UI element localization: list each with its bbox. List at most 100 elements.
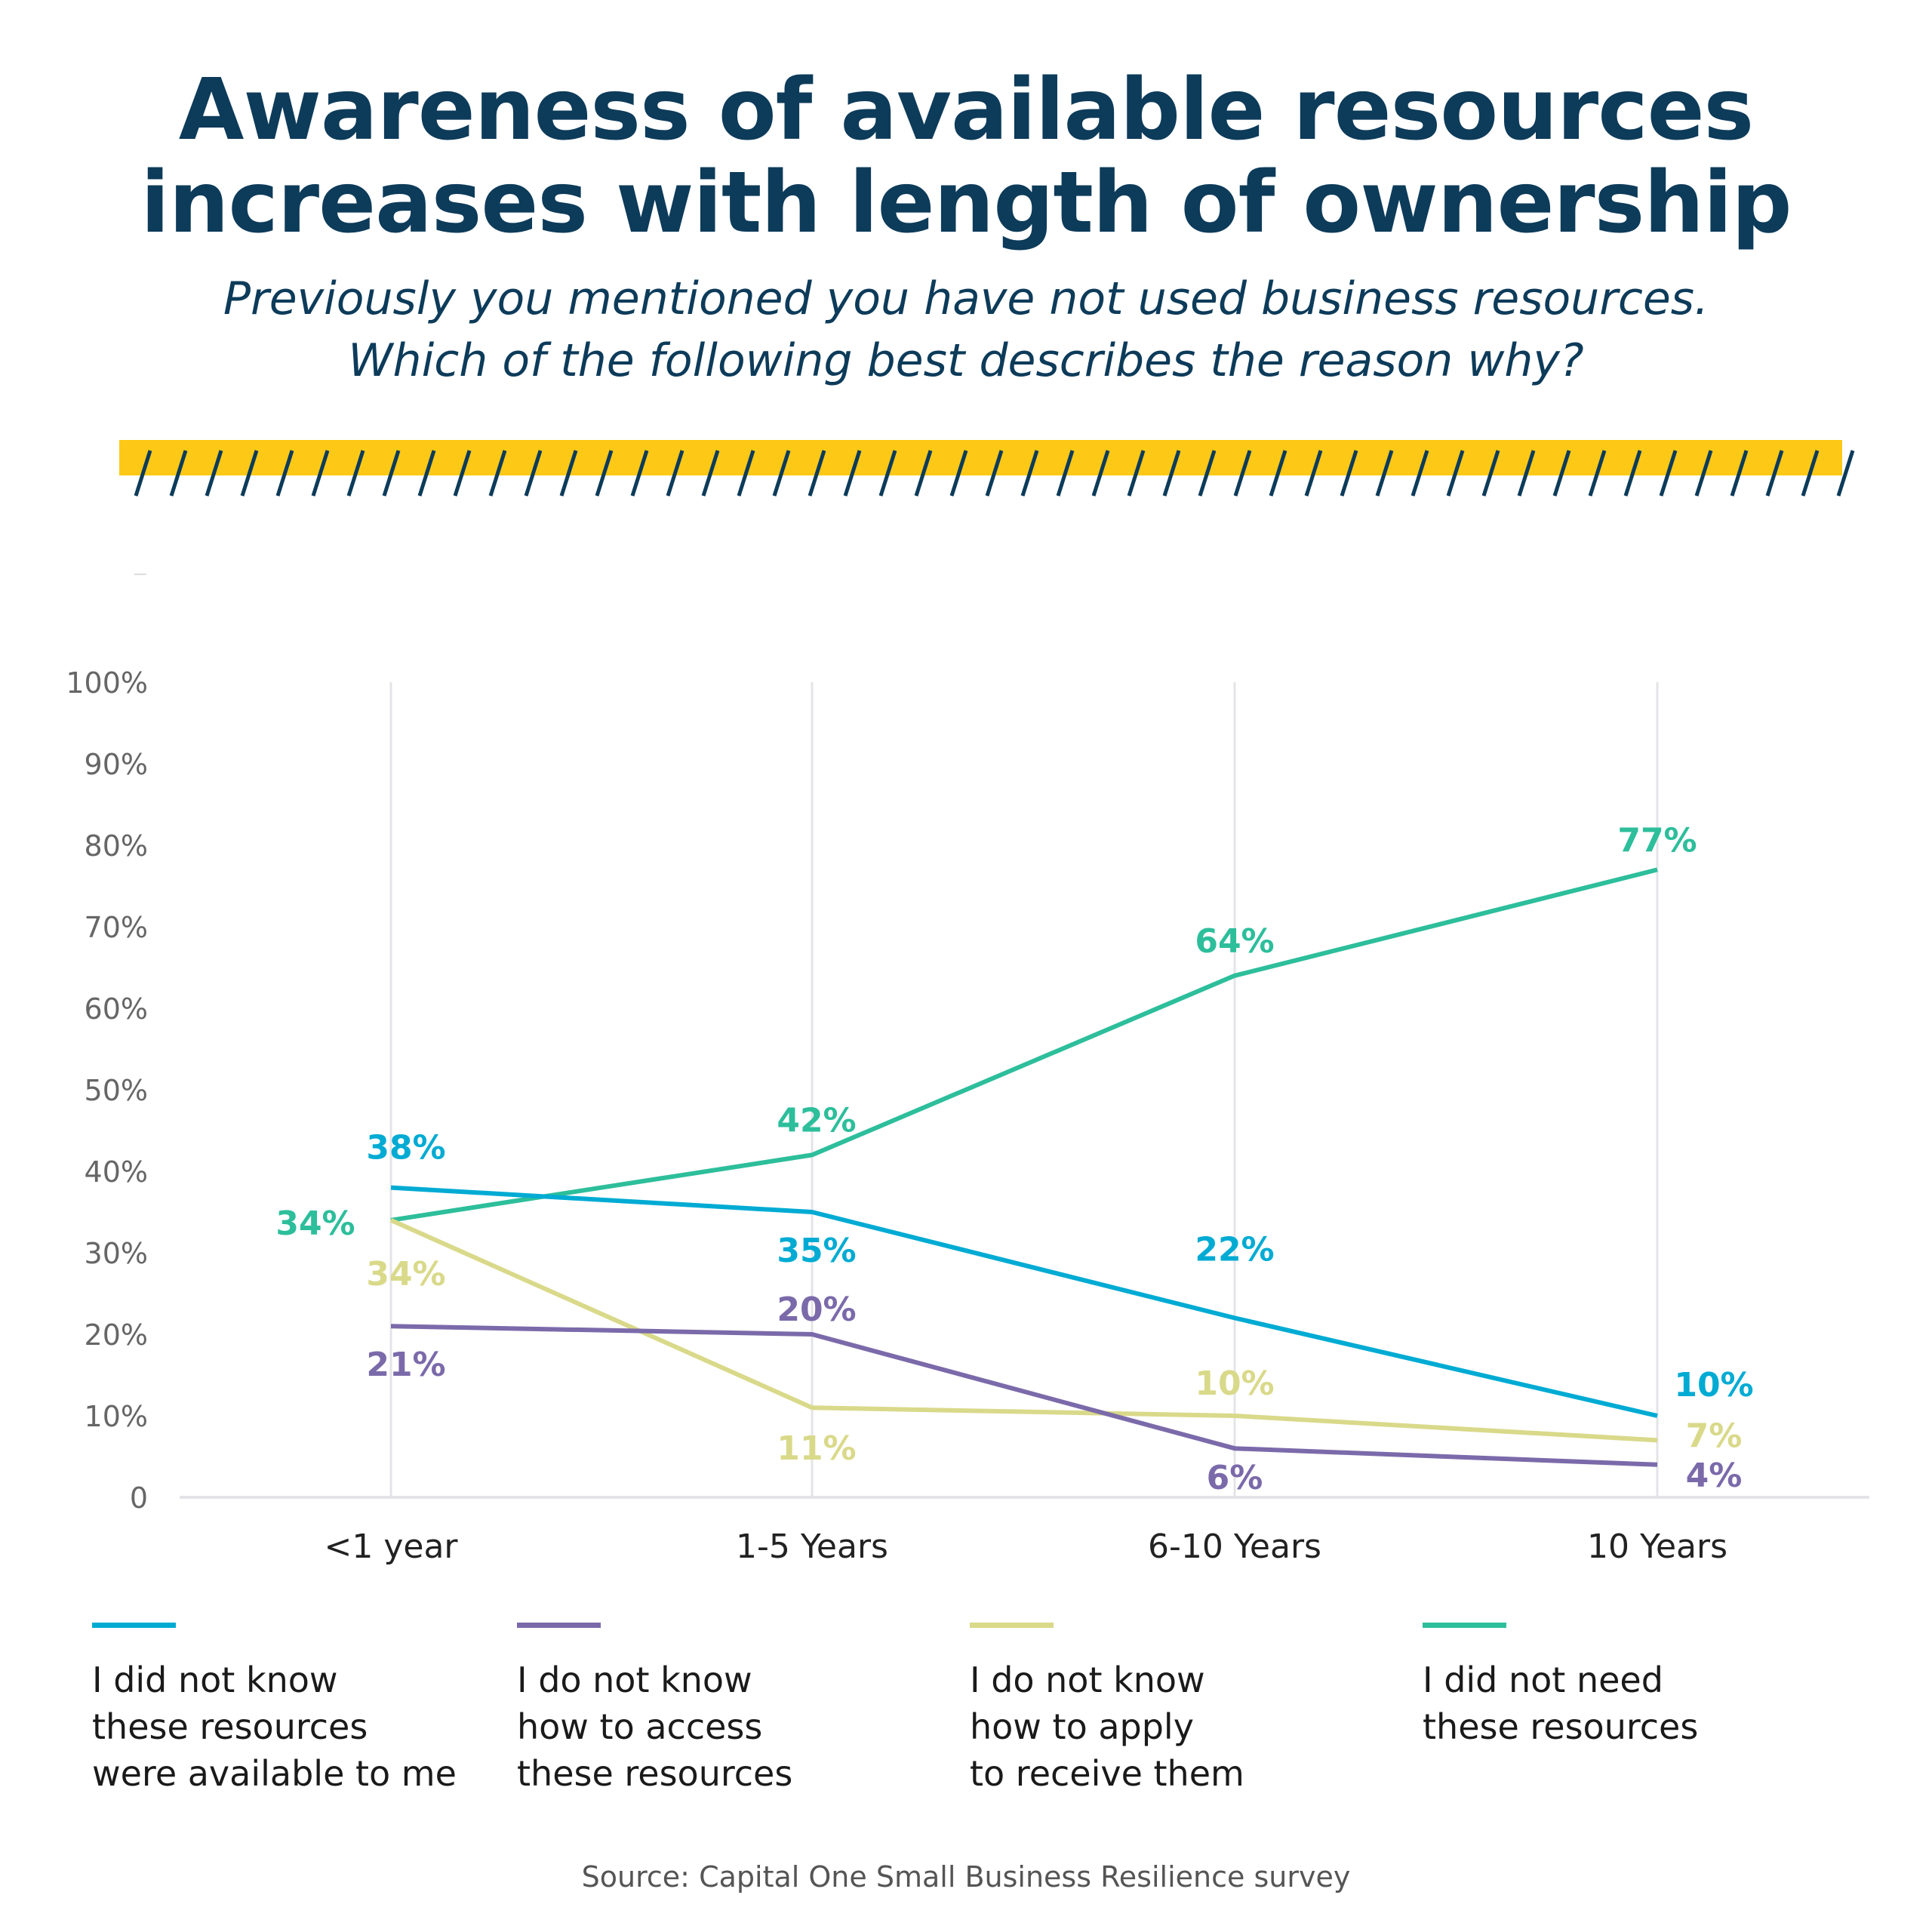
hatch-stroke [1020,450,1039,497]
title-line: increases with length of ownership [140,154,1792,252]
hatch-stroke [1233,450,1252,497]
legend-swatch [92,1623,176,1628]
x-tick-label: <1 year [324,1527,458,1566]
hatch-stroke [559,450,578,497]
source-note: Source: Capital One Small Business Resil… [581,1860,1351,1894]
hatch-stroke [1375,450,1394,497]
hatch-stroke [1056,450,1075,497]
data-label: 77% [1617,821,1697,860]
y-tick-label: 30% [85,1237,148,1270]
hatch-stroke [985,450,1004,497]
hatch-stroke [205,450,223,497]
hatch-stroke [878,450,897,497]
y-tick-label: 100% [66,666,148,700]
legend-swatch [1423,1623,1506,1628]
legend-item: I did not need these resources [1423,1623,1698,1750]
x-tick-label: 10 Years [1587,1527,1727,1566]
subtitle-line: Which of the following best describes th… [348,334,1584,387]
hatch-stroke [1694,450,1713,497]
hatch-stroke [1269,450,1287,497]
data-label: 10% [1195,1364,1274,1403]
chart-title: Awareness of available resources increas… [0,64,1932,250]
legend-label: these resources [517,1753,793,1794]
data-label: 38% [366,1129,445,1168]
hatch-stroke [1765,450,1784,497]
y-tick-label: 40% [85,1155,148,1189]
hatch-stroke [914,450,933,497]
hatch-stroke [1517,450,1536,497]
legend-item: I did not know these resources were availa… [92,1623,457,1797]
legend-label: were available to me [92,1753,457,1794]
legend-label: how to access [517,1706,763,1747]
legend-label: I did not need [1423,1660,1663,1700]
hatch-stroke [808,450,826,497]
y-tick-label: 20% [85,1318,148,1352]
hatch-stroke [1127,450,1146,497]
subtitle-line: Previously you mentioned you have not us… [223,272,1709,325]
legend-label: to receive them [970,1753,1244,1794]
data-label: 21% [366,1346,445,1384]
hatch-stroke [1411,450,1429,497]
data-label: 10% [1674,1366,1753,1404]
hatch-stroke [843,450,862,497]
data-label: 64% [1195,922,1274,961]
data-label: 11% [777,1429,856,1468]
hatch-stroke [630,450,649,497]
hatch-stroke [1340,450,1358,497]
hatch-stroke [524,450,543,497]
hatch-stroke [1198,450,1217,497]
legend-label: I do not know [970,1660,1205,1700]
legend-swatch [517,1623,601,1628]
hatch-stroke [1091,450,1110,497]
legend-label: these resources [1423,1706,1699,1747]
legend-swatch [970,1623,1054,1628]
hatch-stroke [169,450,188,497]
series-line [390,1185,1658,1418]
hatch-stroke [1623,450,1642,497]
hatch-stroke [666,450,685,497]
legend-item: I do not know how to apply to receive them [970,1623,1244,1797]
series-line [390,1324,1658,1467]
legend-label: how to apply [970,1706,1194,1747]
hatch-stroke [1446,450,1465,497]
hatch-stroke [1836,450,1855,497]
hatch-stroke [1162,450,1181,497]
data-label: 6% [1207,1459,1263,1497]
hatch-stroke [1304,450,1323,497]
banner-bar [119,440,1842,475]
series-line [390,867,1658,1223]
y-tick-label: 80% [85,829,148,863]
data-label: 20% [777,1291,856,1329]
hatch-stroke [240,450,259,497]
hatch-stroke [737,450,755,497]
chart-subtitle: Previously you mentioned you have not us… [0,268,1932,392]
hatch-stroke [1552,450,1571,497]
hatch-stroke [1659,450,1678,497]
y-tick-label: 70% [85,911,148,944]
y-tick-label: 10% [85,1400,148,1433]
y-tick-label: 50% [85,1074,148,1107]
hatch-stroke [1481,450,1500,497]
data-label: 34% [366,1255,445,1294]
legend-item: I do not know how to access these resource… [517,1623,792,1797]
y-tick-label: 60% [85,992,148,1026]
hatch-stroke [1588,450,1607,497]
hatch-stroke [311,450,330,497]
hatch-stroke [417,450,436,497]
hatch-stroke [346,450,365,497]
legend-label: these resources [92,1706,368,1747]
hatch-stroke [1801,450,1820,497]
title-line: Awareness of available resources [178,61,1754,159]
hatch-stroke [1730,450,1749,497]
data-label: 34% [275,1204,355,1243]
hatch-stroke [382,450,401,497]
data-label: 42% [777,1101,856,1140]
legend-label: I did not know [92,1660,338,1700]
hatch-stroke [595,450,614,497]
data-label: 4% [1686,1457,1743,1495]
hatch-stroke [949,450,968,497]
data-label: 35% [777,1232,856,1270]
data-label: 22% [1195,1230,1274,1269]
hatch-stroke [772,450,791,497]
